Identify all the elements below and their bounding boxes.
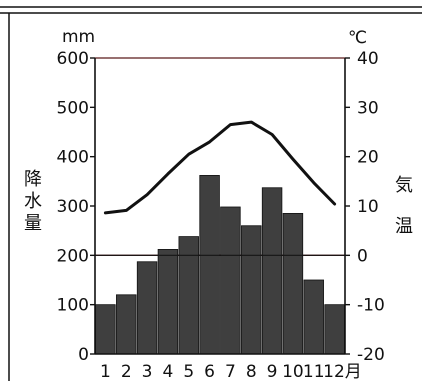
precipitation-bar (241, 225, 262, 355)
left-tick-label: 0 (78, 345, 89, 365)
right-tick-label: 10 (357, 197, 379, 217)
axes (90, 57, 350, 355)
right-tick-label: -10 (357, 296, 385, 316)
precipitation-bar (282, 212, 304, 355)
precipitation-bar (199, 175, 220, 355)
left-tick-label: 400 (57, 148, 89, 168)
x-tick-label: 4 (163, 362, 174, 381)
right-axis-title-char: 温 (395, 216, 413, 237)
temperature-series-line (103, 120, 337, 215)
left-tick-label: 300 (57, 197, 89, 217)
right-tick-label: 20 (357, 148, 379, 168)
right-tick-label: 0 (357, 246, 368, 266)
x-tick-label: 8 (246, 362, 257, 381)
precipitation-bar (303, 279, 324, 355)
right-tick-label: 40 (357, 49, 379, 69)
temperature-line (103, 120, 337, 215)
precipitation-bar (261, 187, 283, 355)
x-tick-label: 3 (142, 362, 153, 381)
axis-labels: 0 100 200 300 400 500 600 -20 -10 0 10 20 30 40 mm ℃ 降水量… (24, 27, 413, 381)
left-axis-unit: mm (62, 27, 95, 47)
precipitation-bars (95, 175, 345, 355)
precipitation-bar (157, 249, 179, 355)
right-axis-title-char: 気 (395, 175, 413, 196)
left-axis-title-char: 水 (24, 191, 42, 212)
frame (0, 6, 422, 381)
x-tick-label: 6 (204, 362, 215, 381)
left-tick-label: 100 (57, 296, 89, 316)
left-tick-label: 200 (57, 246, 89, 266)
x-tick-label: 1 (100, 362, 111, 381)
x-tick-label: 12月 (323, 362, 362, 381)
precipitation-bar (116, 294, 137, 355)
precipitation-bar (136, 261, 158, 355)
x-tick-label: 5 (183, 362, 194, 381)
x-tick-label: 7 (225, 362, 236, 381)
precipitation-bar (95, 304, 116, 355)
precipitation-bar (324, 304, 345, 355)
precipitation-bar (178, 236, 199, 355)
right-tick-label: -20 (357, 345, 385, 365)
left-axis-title-char: 降 (24, 169, 42, 190)
left-tick-label: 500 (57, 98, 89, 118)
right-tick-label: 30 (357, 98, 379, 118)
x-tick-label: 2 (121, 362, 132, 381)
reference-lines (95, 57, 345, 256)
left-tick-label: 600 (57, 49, 89, 69)
right-axis-unit: ℃ (348, 28, 367, 48)
left-axis-title-char: 量 (24, 213, 42, 234)
precipitation-bar (220, 206, 241, 355)
x-tick-label: 10 (282, 362, 304, 381)
x-tick-label: 9 (267, 362, 278, 381)
x-tick-label: 11 (303, 362, 325, 381)
